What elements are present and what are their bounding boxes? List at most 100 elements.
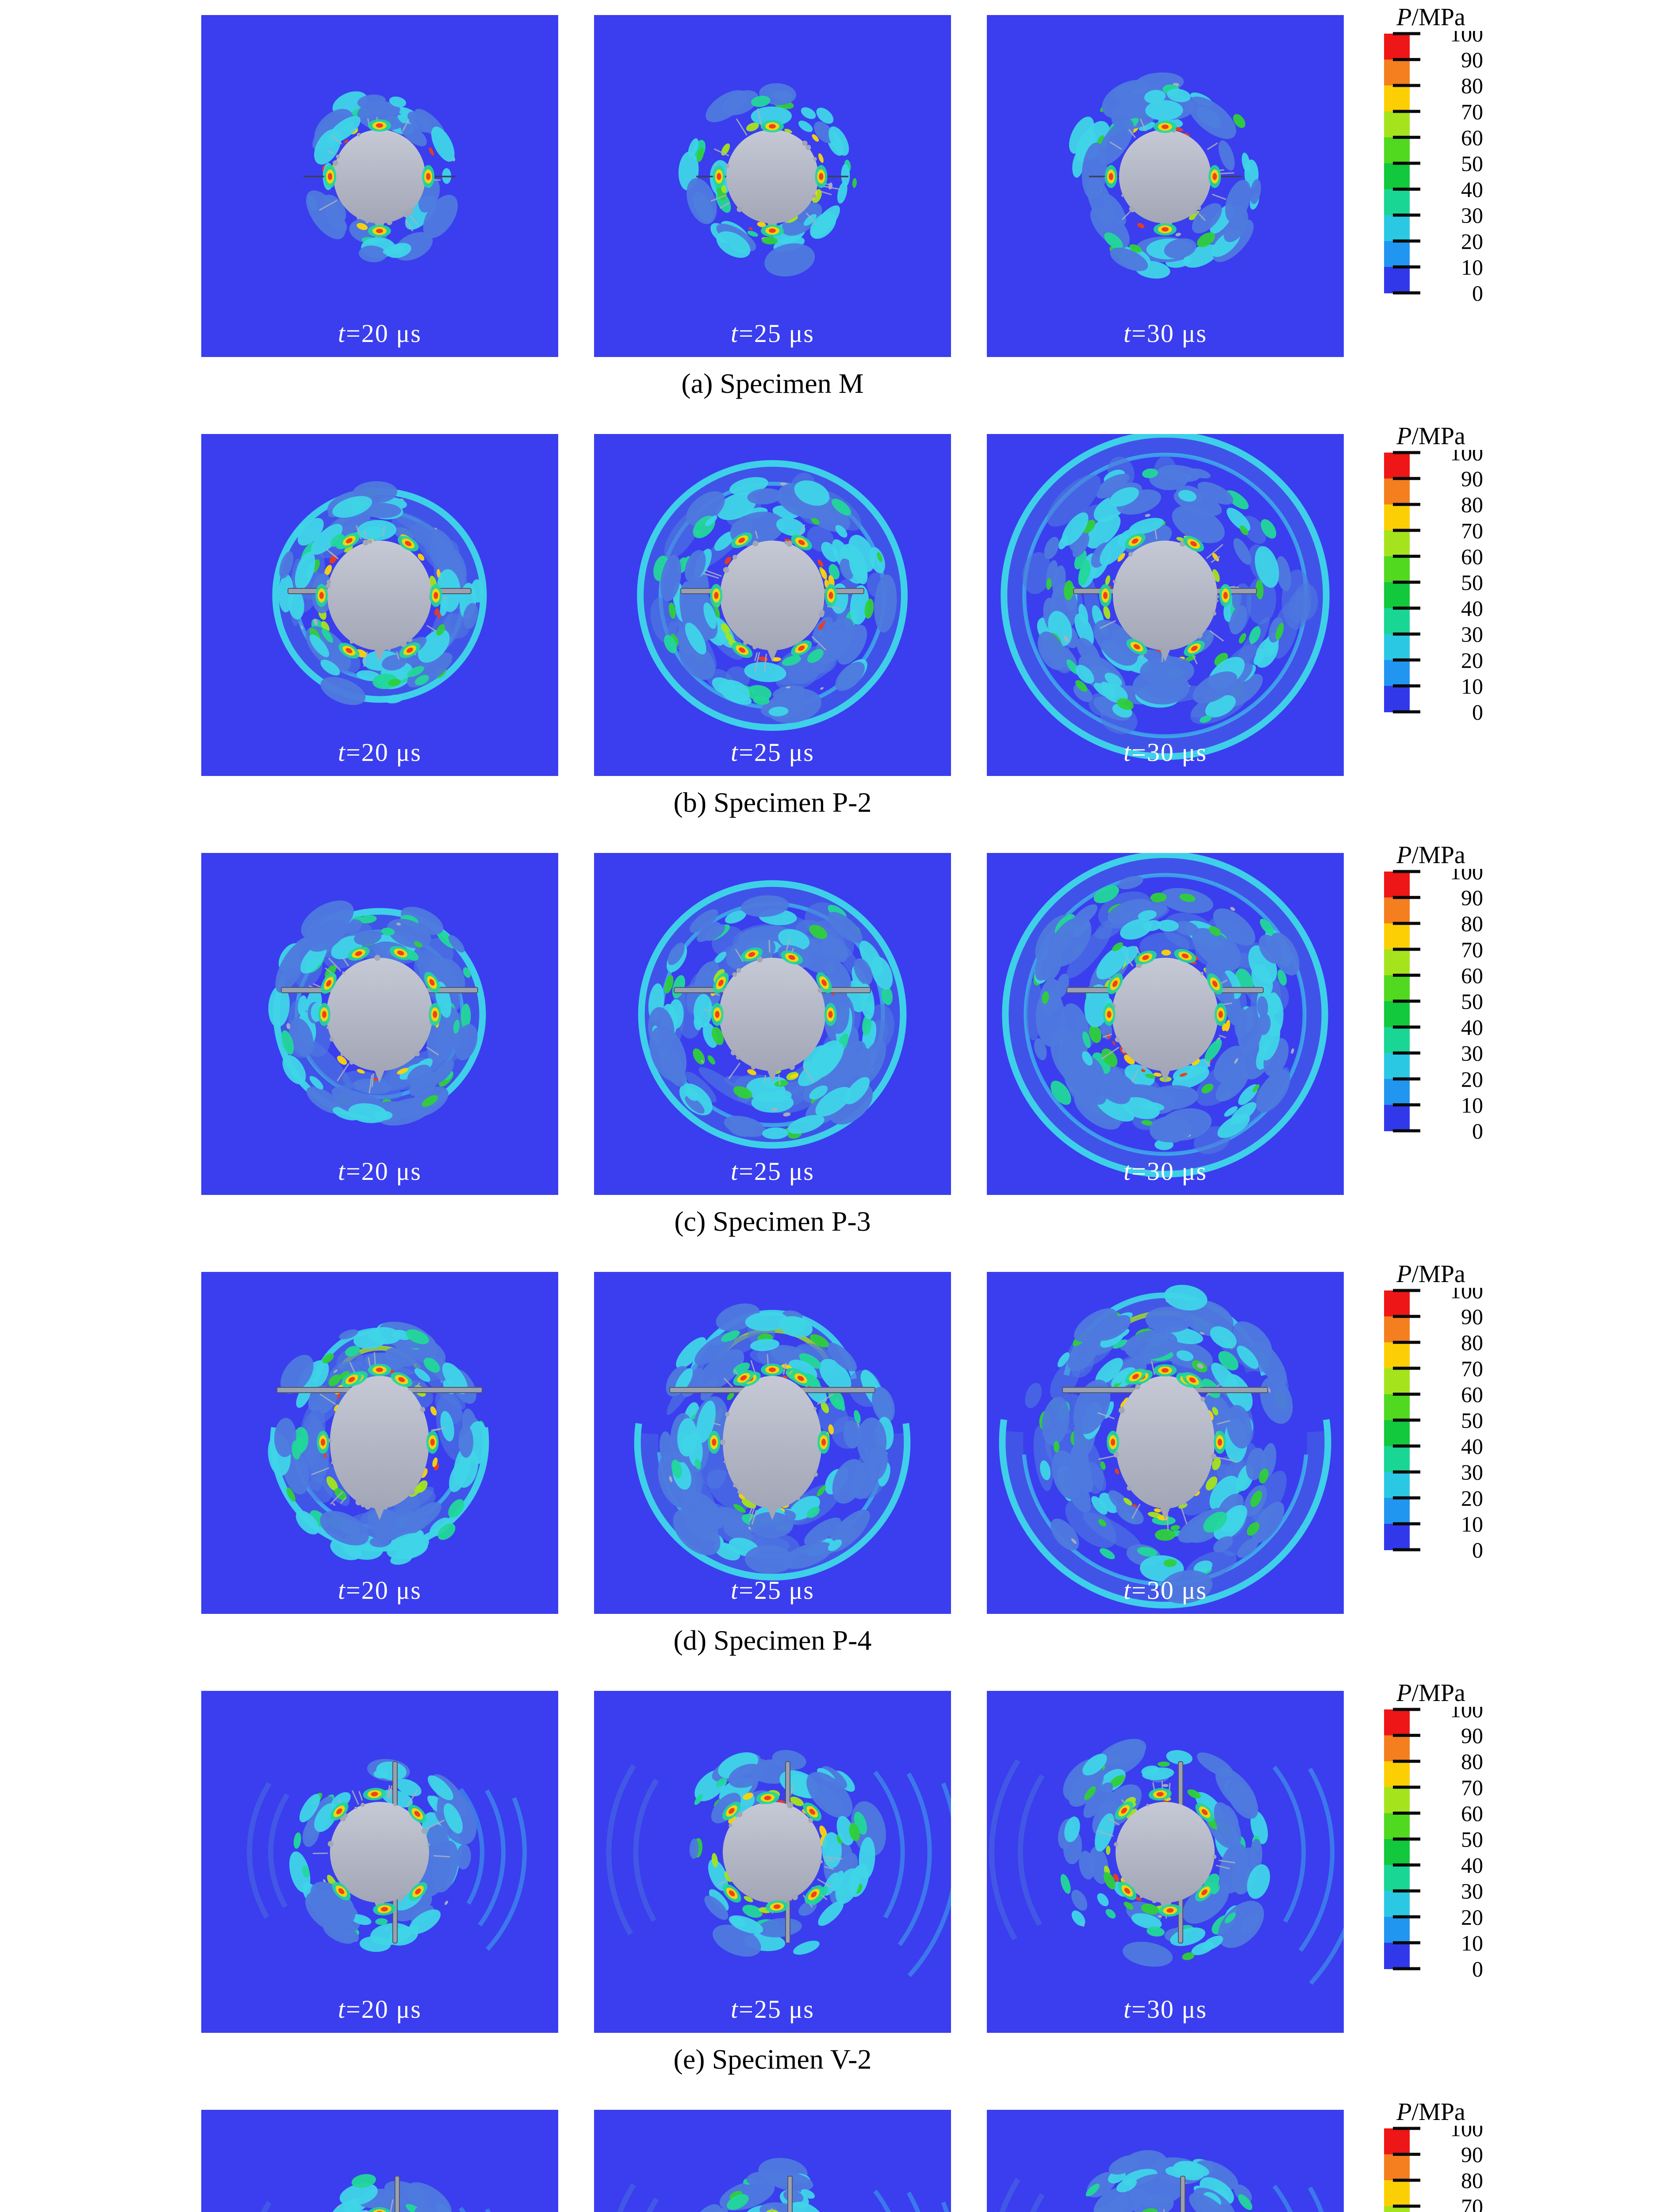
row-caption: (d) Specimen P-4 — [673, 1624, 872, 1656]
colorbar-tick-label: 50 — [1461, 989, 1483, 1014]
colorbar-tick-label: 20 — [1461, 1067, 1483, 1091]
colorbar-tick-label: 90 — [1461, 1304, 1483, 1329]
row-caption: (e) Specimen V-2 — [673, 2043, 872, 2075]
time-label: t=20 μs — [337, 1995, 422, 2024]
figure-row-a: t=20 μs t=25 μs t=30 μs P/MPa 100 90 80 70 6… — [0, 4, 1672, 434]
pressure-contour-plot — [987, 1691, 1344, 2033]
colorbar-tick-label: 70 — [1461, 99, 1483, 124]
pressure-contour-plot — [594, 1272, 951, 1614]
colorbar-tick-label: 90 — [1461, 2142, 1483, 2167]
figure-row-d: t=20 μs t=25 μs t=30 μs P/MPa 100 90 80 70 6… — [0, 1260, 1672, 1691]
colorbar-tick-label: 90 — [1461, 885, 1483, 910]
pressure-contour-plot — [201, 15, 558, 357]
colorbar-tick-label: 70 — [1461, 2194, 1483, 2212]
colorbar-tick-label: 10 — [1461, 674, 1483, 699]
pressure-contour-plot — [201, 853, 558, 1195]
pressure-map-panel-t25: t=25 μs — [594, 2110, 951, 2212]
colorbar-tick-label: 70 — [1461, 937, 1483, 962]
colorbar-tick-label: 0 — [1472, 700, 1483, 725]
colorbar-tick-label: 90 — [1461, 466, 1483, 491]
colorbar-tick-label: 70 — [1461, 1775, 1483, 1800]
pressure-map-panel-t25: t=25 μs — [594, 1691, 951, 2033]
pressure-contour-plot — [987, 853, 1344, 1195]
pressure-contour-plot — [594, 434, 951, 776]
pressure-map-panel-t20: t=20 μs — [201, 2110, 558, 2212]
colorbar-tick-label: 60 — [1461, 125, 1483, 150]
pressure-contour-plot — [594, 853, 951, 1195]
colorbar-tick-label: 0 — [1472, 1538, 1483, 1563]
pressure-contour-plot — [594, 15, 951, 357]
colorbar-title: P/MPa — [1396, 1260, 1465, 1288]
colorbar-tick-label: 60 — [1461, 963, 1483, 988]
colorbar-tick-label: 80 — [1461, 2168, 1483, 2193]
colorbar-tick-label: 70 — [1461, 1356, 1483, 1381]
figure-row-c: t=20 μs t=25 μs t=30 μs P/MPa 100 90 80 70 6… — [0, 841, 1672, 1272]
colorbar-tick-label: 0 — [1472, 1119, 1483, 1144]
pressure-contour-plot — [201, 1691, 558, 2033]
row-caption: (a) Specimen M — [681, 368, 864, 399]
colorbar-tick-label: 80 — [1461, 1330, 1483, 1355]
time-label: t=30 μs — [1123, 1576, 1207, 1605]
pressure-map-panel-t30: t=30 μs — [987, 1691, 1344, 2033]
pressure-map-panel-t30: t=30 μs — [987, 853, 1344, 1195]
colorbar-tick-label: 100 — [1450, 869, 1483, 884]
colorbar-tick-label: 70 — [1461, 518, 1483, 543]
time-label: t=30 μs — [1123, 1995, 1207, 2024]
colorbar-tick-label: 20 — [1461, 1905, 1483, 1929]
row-caption: (c) Specimen P-3 — [674, 1206, 871, 1237]
time-label: t=25 μs — [730, 1576, 814, 1605]
colorbar-tick-label: 10 — [1461, 1512, 1483, 1536]
colorbar-tick-label: 60 — [1461, 544, 1483, 569]
colorbar-tick-label: 40 — [1461, 1015, 1483, 1040]
colorbar-tick-label: 90 — [1461, 1723, 1483, 1748]
colorbar-tick-label: 30 — [1461, 1041, 1483, 1066]
colorbar-tick-label: 40 — [1461, 1434, 1483, 1459]
colorbar-tick-label: 100 — [1450, 31, 1483, 46]
colorbar-tick-label: 30 — [1461, 622, 1483, 647]
time-label: t=25 μs — [730, 1995, 814, 2024]
pressure-map-panel-t30: t=30 μs — [987, 15, 1344, 357]
time-label: t=30 μs — [1123, 1157, 1207, 1186]
colorbar-tick-label: 30 — [1461, 1879, 1483, 1904]
pressure-contour-plot — [594, 2110, 951, 2212]
time-label: t=20 μs — [337, 1576, 422, 1605]
time-label: t=25 μs — [730, 319, 814, 348]
colorbar-title: P/MPa — [1396, 2098, 1465, 2126]
colorbar-tick-label: 80 — [1461, 911, 1483, 936]
pressure-map-panel-t25: t=25 μs — [594, 853, 951, 1195]
time-label: t=25 μs — [730, 1157, 814, 1186]
colorbar-tick-label: 20 — [1461, 229, 1483, 253]
figure-row-e: t=20 μs t=25 μs t=30 μs P/MPa 100 90 80 70 6… — [0, 1679, 1672, 2110]
time-label: t=20 μs — [337, 319, 422, 348]
pressure-contour-plot — [201, 434, 558, 776]
colorbar-tick-label: 90 — [1461, 47, 1483, 72]
colorbar-tick-label: 30 — [1461, 203, 1483, 228]
colorbar-tick-label: 80 — [1461, 492, 1483, 517]
pressure-contour-plot — [201, 2110, 558, 2212]
colorbar-tick-label: 20 — [1461, 1486, 1483, 1510]
pressure-contour-plot — [987, 1272, 1344, 1614]
pressure-map-panel-t20: t=20 μs — [201, 15, 558, 357]
colorbar-tick-label: 60 — [1461, 1801, 1483, 1826]
colorbar-tick-label: 40 — [1461, 177, 1483, 202]
colorbar-tick-label: 0 — [1472, 1957, 1483, 1982]
pressure-map-panel-t30: t=30 μs — [987, 1272, 1344, 1614]
colorbar-tick-label: 50 — [1461, 151, 1483, 176]
colorbar-tick-label: 60 — [1461, 1382, 1483, 1407]
colorbar-tick-label: 80 — [1461, 1749, 1483, 1774]
colorbar-tick-label: 100 — [1450, 2126, 1483, 2141]
figure-row-f: t=20 μs t=25 μs t=30 μs P/MPa 1009080706… — [0, 2098, 1672, 2212]
colorbar-title: P/MPa — [1396, 422, 1465, 450]
colorbar-tick-label: 40 — [1461, 1853, 1483, 1878]
